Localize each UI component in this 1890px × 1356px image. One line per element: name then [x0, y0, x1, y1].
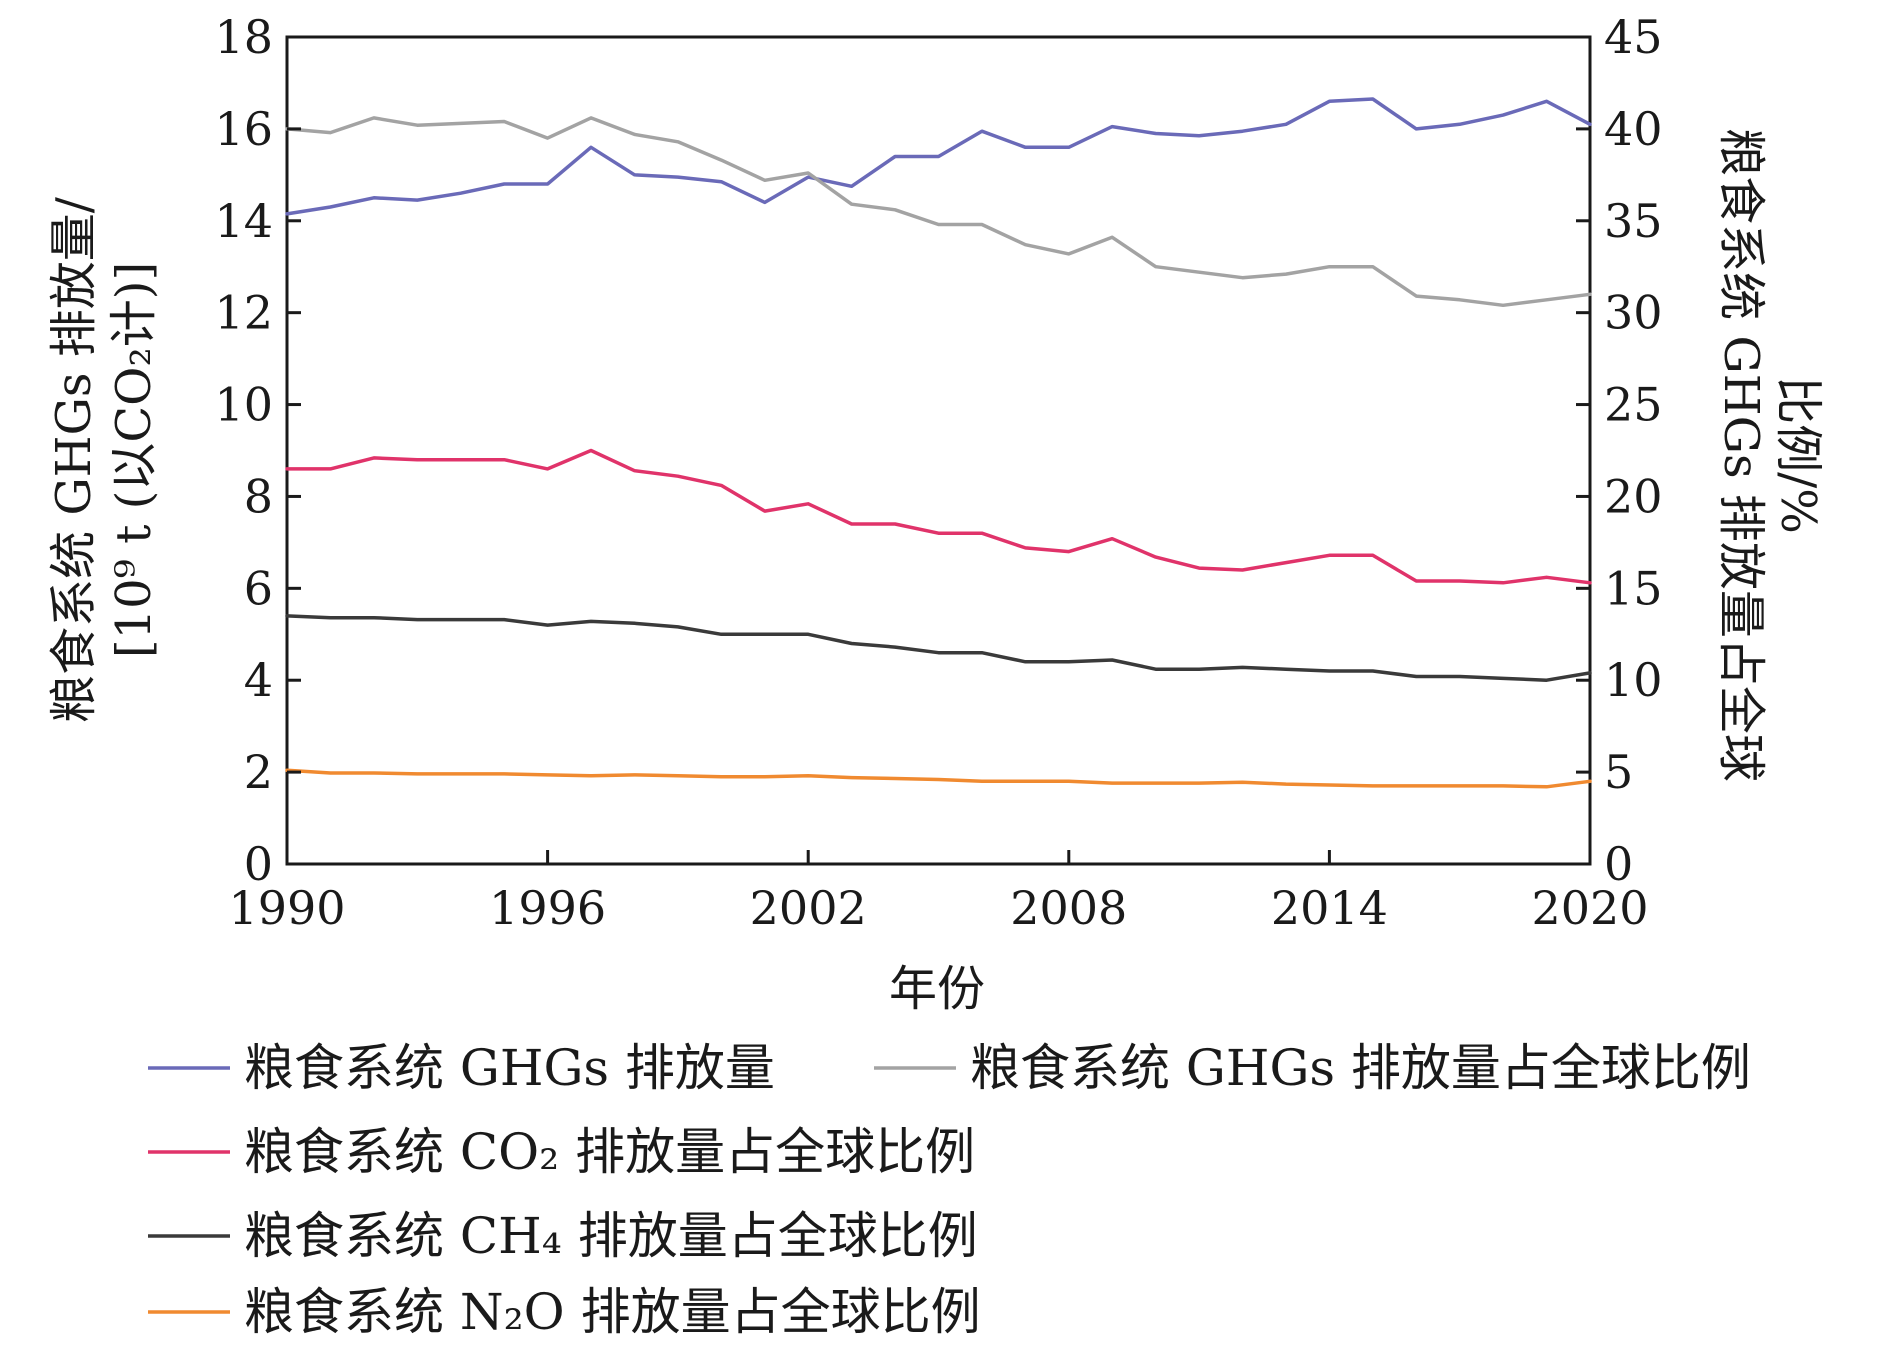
x-tick-label: 2008: [1010, 881, 1127, 935]
x-tick-label: 2002: [750, 881, 867, 935]
y-right-tick-label: 10: [1604, 653, 1663, 707]
x-tick-label: 1990: [228, 881, 345, 935]
plot-frame: [285, 35, 1592, 866]
legend-label: 粮食系统 CO₂ 排放量占全球比例: [244, 1123, 975, 1181]
y-right-tick-label: 35: [1604, 194, 1663, 248]
svg-text:比例/%: 比例/%: [1770, 376, 1826, 534]
y-left-tick-label: 16: [214, 102, 273, 156]
series-line-0: [285, 97, 1592, 216]
series-line-2: [285, 448, 1592, 585]
legend-label: 粮食系统 N₂O 排放量占全球比例: [244, 1283, 981, 1341]
legend-item-0: 粮食系统 GHGs 排放量: [148, 1039, 775, 1097]
legend-item-3: 粮食系统 CH₄ 排放量占全球比例: [148, 1207, 978, 1265]
x-tick-label: 2020: [1531, 881, 1648, 935]
y-right-tick-label: 45: [1604, 10, 1663, 64]
x-axis: 1990 1996 2002 2008 2014 2020: [228, 850, 1649, 935]
svg-text:粮食系统 GHGs 排放量占全球: 粮食系统 GHGs 排放量占全球: [1713, 128, 1769, 782]
y-right-tick-label: 25: [1604, 378, 1663, 432]
y-left-tick-label: 2: [244, 745, 273, 799]
legend-item-2: 粮食系统 CO₂ 排放量占全球比例: [148, 1123, 975, 1181]
y-right-tick-label: 20: [1604, 469, 1663, 523]
y-left-tick-label: 12: [214, 286, 273, 340]
y-left-tick-label: 8: [244, 469, 273, 523]
legend-label: 粮食系统 GHGs 排放量: [244, 1039, 775, 1097]
svg-text:[10⁹ t (以CO₂计)]: [10⁹ t (以CO₂计)]: [106, 262, 162, 658]
y-right-tick-label: 40: [1604, 102, 1663, 156]
legend-label: 粮食系统 CH₄ 排放量占全球比例: [244, 1207, 978, 1265]
y-left-tick-label: 18: [214, 10, 273, 64]
y-right-axis-title: 粮食系统 GHGs 排放量占全球 比例/%: [1713, 128, 1826, 782]
y-left-axis: 0 2 4 6 8 10 12 14 16 18: [214, 10, 301, 891]
plot-area: [285, 35, 1592, 866]
y-left-axis-title: 粮食系统 GHGs 排放量/ [10⁹ t (以CO₂计)]: [46, 196, 162, 723]
legend-item-1: 粮食系统 GHGs 排放量占全球比例: [874, 1039, 1751, 1097]
legend-label: 粮食系统 GHGs 排放量占全球比例: [970, 1039, 1751, 1097]
legend-item-4: 粮食系统 N₂O 排放量占全球比例: [148, 1283, 981, 1341]
series-line-1: [285, 116, 1592, 308]
x-axis-title: 年份: [889, 961, 985, 1017]
y-right-tick-label: 0: [1604, 837, 1633, 891]
y-right-tick-label: 30: [1604, 286, 1663, 340]
svg-text:粮食系统 GHGs 排放量/: 粮食系统 GHGs 排放量/: [46, 196, 102, 723]
y-left-tick-label: 10: [214, 378, 273, 432]
y-left-tick-label: 4: [244, 653, 273, 707]
y-left-tick-label: 0: [244, 837, 273, 891]
y-left-tick-label: 6: [244, 561, 273, 615]
series-line-4: [285, 768, 1592, 789]
x-tick-label: 2014: [1271, 881, 1388, 935]
y-right-axis: 0 5 10 15 20 25 30 35 40 45: [1576, 10, 1663, 891]
y-right-tick-label: 5: [1604, 745, 1633, 799]
series-line-3: [285, 614, 1592, 682]
y-right-tick-label: 15: [1604, 561, 1663, 615]
series-layer: [285, 97, 1592, 789]
x-tick-label: 1996: [489, 881, 606, 935]
y-left-tick-label: 14: [214, 194, 273, 248]
